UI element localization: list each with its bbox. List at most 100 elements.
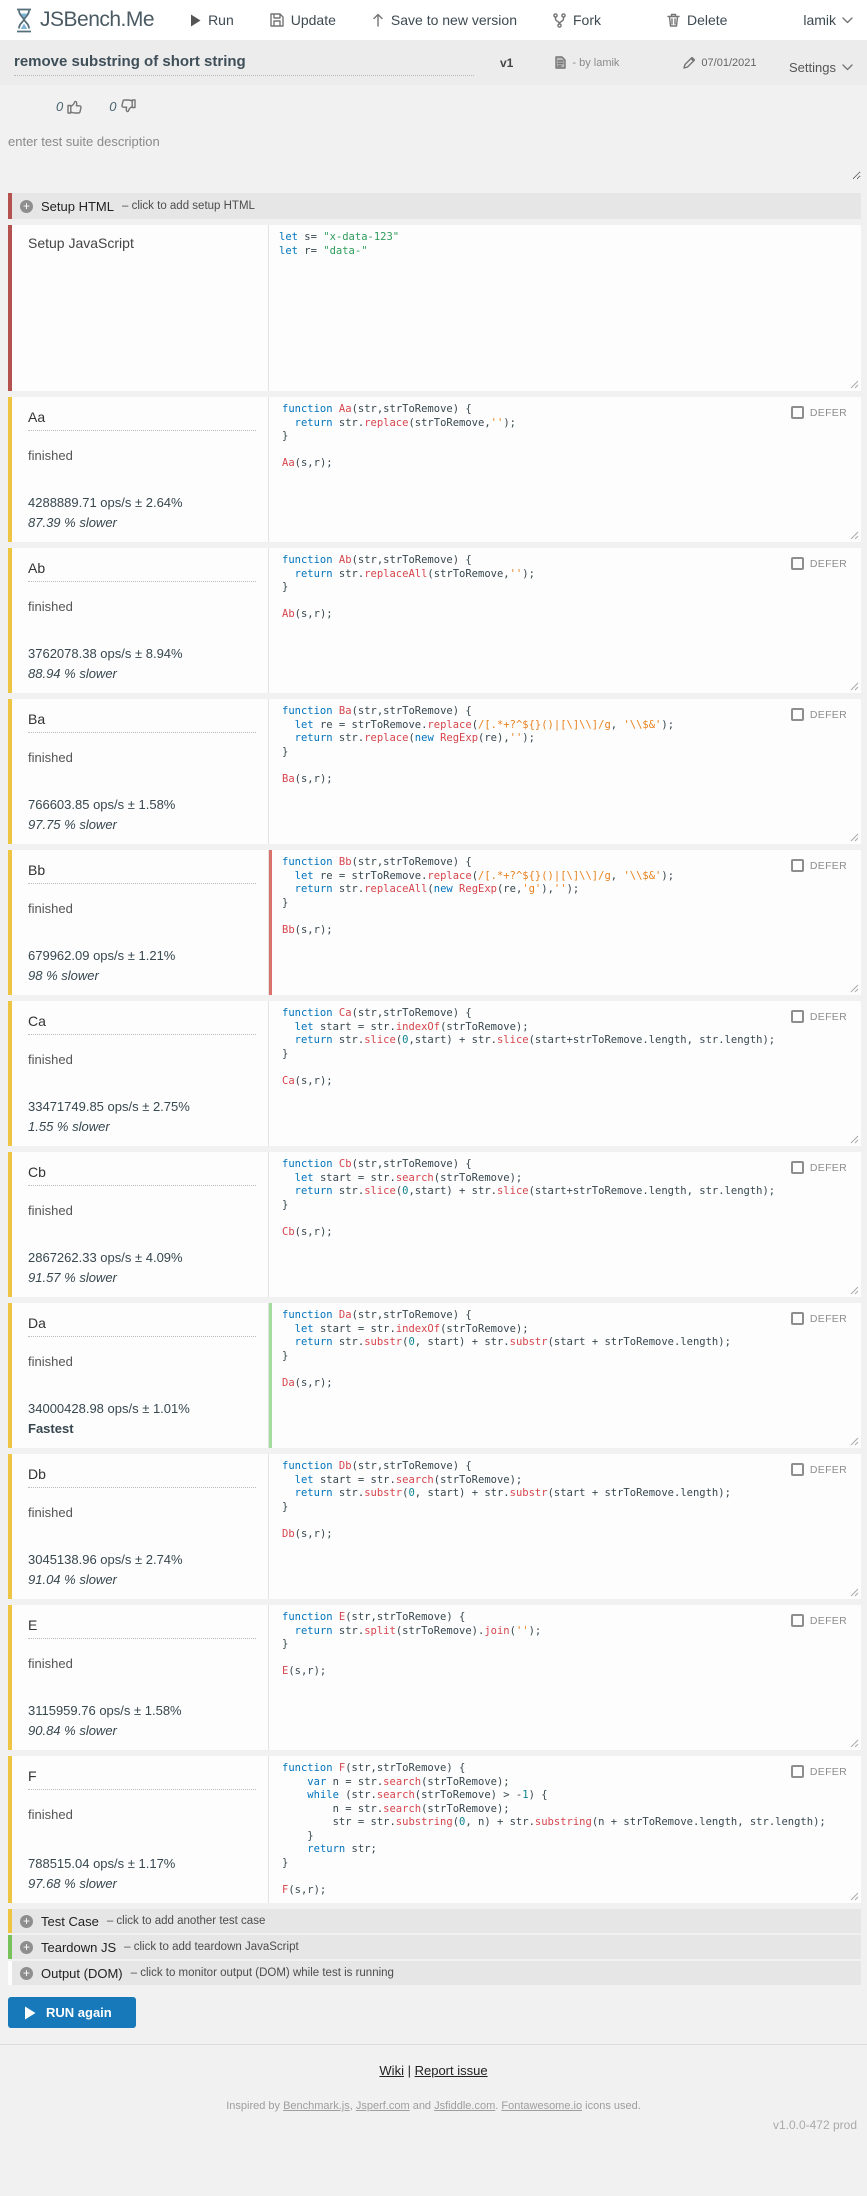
checkbox-icon[interactable] [790, 1463, 804, 1476]
defer-checkbox[interactable]: DEFER [790, 1010, 847, 1023]
description-textarea[interactable] [8, 134, 861, 180]
defer-label: DEFER [809, 557, 847, 570]
defer-label: DEFER [809, 406, 847, 419]
user-menu[interactable]: lamik [803, 12, 853, 28]
test-case-block: finished 34000428.98 ops/s ± 1.01% Faste… [8, 1303, 861, 1448]
resize-grip-icon[interactable] [850, 1437, 859, 1446]
credits-text: icons used. [582, 2100, 641, 2112]
pencil-icon [683, 56, 696, 69]
defer-checkbox[interactable]: DEFER [790, 406, 847, 419]
test-case-name-input[interactable] [28, 1464, 256, 1488]
test-case-name-input[interactable] [28, 1313, 256, 1337]
resize-grip-icon[interactable] [850, 1135, 859, 1144]
defer-label: DEFER [809, 708, 847, 721]
checkbox-icon[interactable] [790, 1010, 804, 1023]
test-case-code-editor[interactable]: function Ca(str,strToRemove) { let start… [282, 1007, 776, 1087]
checkbox-icon[interactable] [790, 557, 804, 570]
test-case-code-editor[interactable]: function Da(str,strToRemove) { let start… [282, 1309, 731, 1389]
teardown-js-hint: – click to add teardown JavaScript [124, 1941, 299, 1953]
delete-label: Delete [686, 12, 728, 28]
test-case-code-editor[interactable]: function Db(str,strToRemove) { let start… [282, 1460, 731, 1540]
defer-checkbox[interactable]: DEFER [790, 1765, 847, 1778]
setup-javascript-editor[interactable]: let s= "x-data-123" let r= "data-" [279, 231, 400, 257]
resize-grip-icon[interactable] [850, 380, 859, 389]
test-case-result: 766603.85 ops/s ± 1.58% 97.75 % slower [28, 797, 256, 836]
update-button[interactable]: Update [270, 12, 336, 28]
defer-checkbox[interactable]: DEFER [790, 1614, 847, 1627]
resize-grip-icon[interactable] [850, 1892, 859, 1901]
test-case-status: finished [28, 750, 73, 765]
credits-text: and [409, 2100, 435, 2112]
checkbox-icon[interactable] [790, 1765, 804, 1778]
defer-checkbox[interactable]: DEFER [790, 557, 847, 570]
test-case-code-editor[interactable]: function Ab(str,strToRemove) { return st… [282, 554, 535, 620]
defer-checkbox[interactable]: DEFER [790, 1463, 847, 1476]
settings-menu[interactable]: Settings [789, 60, 853, 75]
fork-button[interactable]: Fork [553, 12, 601, 28]
resize-grip-icon[interactable] [850, 833, 859, 842]
output-dom-bar[interactable]: Output (DOM) – click to monitor output (… [8, 1961, 861, 1985]
test-case-block: finished 3115959.76 ops/s ± 1.58% 90.84 … [8, 1605, 861, 1750]
checkbox-icon[interactable] [790, 1614, 804, 1627]
test-case-code-editor[interactable]: function Cb(str,strToRemove) { let start… [282, 1158, 776, 1238]
defer-checkbox[interactable]: DEFER [790, 1312, 847, 1325]
wiki-link[interactable]: Wiki [379, 2063, 404, 2078]
add-test-case-bar[interactable]: Test Case – click to add another test ca… [8, 1909, 861, 1933]
checkbox-icon[interactable] [790, 1161, 804, 1174]
benchmarkjs-link[interactable]: Benchmark.js [283, 2100, 350, 2112]
thumbs-down-icon [121, 99, 137, 113]
checkbox-icon[interactable] [790, 1312, 804, 1325]
speed-indicator-bar [269, 850, 272, 995]
test-case-name-input[interactable] [28, 709, 256, 733]
setup-html-hint: – click to add setup HTML [121, 200, 255, 212]
defer-checkbox[interactable]: DEFER [790, 708, 847, 721]
resize-grip-icon[interactable] [850, 984, 859, 993]
defer-checkbox[interactable]: DEFER [790, 859, 847, 872]
test-case-code-editor[interactable]: function Ba(str,strToRemove) { let re = … [282, 705, 675, 785]
test-case-code-editor[interactable]: function E(str,strToRemove) { return str… [282, 1611, 542, 1677]
version-label: v1 [500, 55, 514, 70]
resize-grip-icon[interactable] [850, 531, 859, 540]
checkbox-icon[interactable] [790, 859, 804, 872]
save-new-version-button[interactable]: Save to new version [372, 12, 517, 28]
chevron-down-icon [842, 16, 853, 23]
checkbox-icon[interactable] [790, 708, 804, 721]
teardown-js-bar[interactable]: Teardown JS – click to add teardown Java… [8, 1935, 861, 1959]
setup-html-bar[interactable]: Setup HTML – click to add setup HTML [8, 193, 861, 219]
report-issue-link[interactable]: Report issue [414, 2063, 488, 2078]
test-case-code-editor[interactable]: function Bb(str,strToRemove) { let re = … [282, 856, 675, 936]
output-dom-hint: – click to monitor output (DOM) while te… [130, 1967, 394, 1979]
test-case-block: finished 679962.09 ops/s ± 1.21% 98 % sl… [8, 850, 861, 995]
checkbox-icon[interactable] [790, 406, 804, 419]
test-case-name-input[interactable] [28, 860, 256, 884]
run-button[interactable]: Run [190, 12, 234, 28]
test-case-name-input[interactable] [28, 407, 256, 431]
test-case-name-input[interactable] [28, 1766, 256, 1790]
date-edited[interactable]: 07/01/2021 [683, 56, 756, 69]
test-case-code-editor[interactable]: function Aa(str,strToRemove) { return st… [282, 403, 516, 469]
like-button[interactable]: 0 [56, 99, 83, 114]
test-case-name-input[interactable] [28, 1011, 256, 1035]
teardown-js-title: Teardown JS [41, 1939, 117, 1955]
add-test-case-hint: – click to add another test case [106, 1915, 266, 1927]
brand-logo[interactable]: JSBench.Me [14, 8, 155, 33]
fontawesome-link[interactable]: Fontawesome.io [501, 2100, 583, 2112]
fork-icon [553, 12, 566, 28]
hourglass-logo-icon [17, 8, 31, 32]
test-case-name-input[interactable] [28, 1615, 256, 1639]
test-case-name-input[interactable] [28, 558, 256, 582]
dislike-button[interactable]: 0 [109, 99, 137, 114]
delete-button[interactable]: Delete [667, 12, 727, 28]
run-again-button[interactable]: RUN again [8, 1997, 136, 2028]
benchmark-title-input[interactable] [14, 49, 474, 76]
test-case-name-input[interactable] [28, 1162, 256, 1186]
defer-checkbox[interactable]: DEFER [790, 1161, 847, 1174]
resize-grip-icon[interactable] [850, 1739, 859, 1748]
jsperf-link[interactable]: Jsperf.com [355, 2100, 410, 2112]
relative-speed: 91.57 % slower [28, 1270, 117, 1285]
test-case-code-editor[interactable]: function F(str,strToRemove) { var n = st… [282, 1762, 826, 1896]
resize-grip-icon[interactable] [850, 1588, 859, 1597]
resize-grip-icon[interactable] [850, 1286, 859, 1295]
resize-grip-icon[interactable] [850, 682, 859, 691]
jsfiddle-link[interactable]: Jsfiddle.com [434, 2100, 496, 2112]
